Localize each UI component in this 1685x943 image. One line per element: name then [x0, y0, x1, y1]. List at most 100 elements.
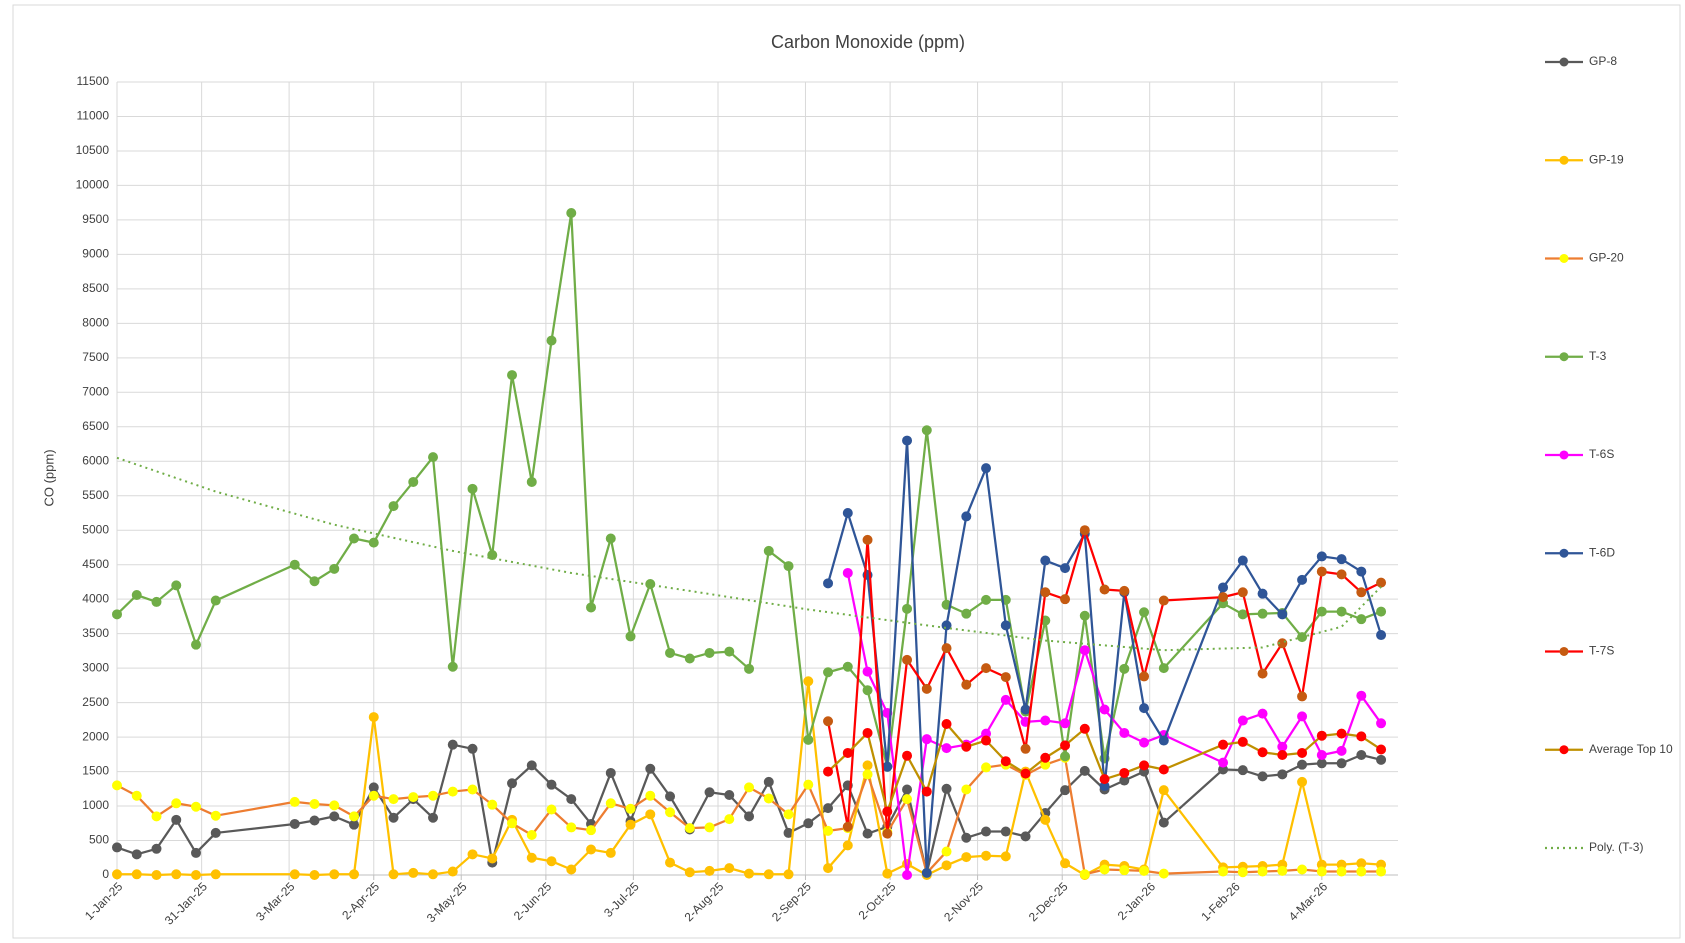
y-tick-label: 5000 [82, 522, 109, 536]
data-point [1356, 614, 1367, 625]
data-point [368, 790, 379, 801]
data-point [921, 734, 932, 745]
data-point [862, 769, 873, 780]
y-tick-label: 1000 [82, 798, 109, 812]
data-point [1020, 768, 1031, 779]
data-point [586, 602, 597, 613]
data-point [1316, 606, 1327, 617]
data-point [388, 869, 399, 880]
data-point [1099, 704, 1110, 715]
data-point [1356, 566, 1367, 577]
data-point [1079, 723, 1090, 734]
data-point [1020, 831, 1031, 842]
data-point [112, 842, 122, 853]
data-point [309, 576, 320, 587]
data-point [921, 683, 932, 694]
data-point [447, 866, 458, 877]
data-point [566, 208, 577, 219]
data-point [546, 856, 557, 867]
data-point [823, 578, 834, 589]
chart-border [12, 4, 1681, 939]
data-point [1218, 757, 1229, 768]
data-point [1158, 663, 1169, 674]
data-point [1119, 865, 1130, 876]
data-point [151, 811, 162, 822]
data-point [467, 483, 478, 494]
data-point [428, 869, 439, 880]
data-point [862, 828, 873, 839]
data-point [941, 620, 952, 631]
y-tick-label: 6500 [82, 419, 109, 433]
data-point [1060, 594, 1071, 605]
data-point [1040, 587, 1051, 598]
data-point [507, 818, 518, 829]
y-tick-label: 500 [89, 833, 109, 847]
data-point [1079, 610, 1090, 621]
data-point [823, 803, 834, 814]
data-point [1000, 851, 1011, 862]
data-point [961, 784, 972, 795]
data-point [171, 814, 182, 825]
data-point [902, 750, 913, 761]
legend-label: GP-8 [1589, 54, 1617, 68]
y-tick-label: 5500 [82, 488, 109, 502]
data-point [1079, 765, 1090, 776]
data-point [309, 870, 320, 880]
data-point [783, 869, 794, 880]
data-point [1316, 730, 1327, 741]
data-point [1356, 750, 1367, 761]
y-tick-label: 4000 [82, 591, 109, 605]
data-point [941, 783, 952, 794]
data-point [408, 476, 419, 487]
data-point [684, 823, 695, 834]
data-point [1297, 574, 1308, 585]
data-point [1336, 606, 1347, 617]
data-point [112, 869, 122, 880]
data-point [566, 822, 577, 833]
data-point [1139, 865, 1150, 876]
data-point [1376, 754, 1387, 765]
data-point [467, 743, 478, 754]
data-point [1139, 737, 1150, 748]
data-point [744, 868, 755, 879]
legend-marker [1559, 352, 1569, 362]
data-point [191, 639, 202, 650]
data-point [447, 786, 458, 797]
data-point [1297, 759, 1308, 770]
data-point [131, 849, 142, 860]
data-point [645, 790, 656, 801]
data-point [842, 661, 853, 672]
y-tick-label: 3000 [82, 660, 109, 674]
data-point [941, 743, 952, 754]
y-tick-label: 2000 [82, 729, 109, 743]
data-point [1218, 739, 1229, 750]
legend-marker [1559, 745, 1569, 755]
data-point [941, 846, 952, 857]
data-point [981, 735, 992, 746]
series-line [117, 680, 1382, 877]
y-tick-label: 10000 [76, 178, 110, 192]
data-point [349, 869, 360, 880]
data-point [704, 647, 715, 658]
legend-label: T-6D [1589, 545, 1615, 559]
series-line [116, 456, 1382, 652]
data-point [823, 766, 834, 777]
data-point [665, 791, 676, 802]
data-point [546, 335, 557, 346]
data-point [349, 533, 360, 544]
data-point [783, 809, 794, 820]
data-point [763, 793, 774, 804]
data-point [823, 667, 834, 678]
data-point [151, 870, 162, 880]
data-point [1297, 747, 1308, 758]
data-point [803, 779, 814, 790]
data-point [586, 844, 597, 855]
data-point [1277, 769, 1288, 780]
data-point [526, 830, 537, 841]
data-point [744, 811, 755, 822]
data-point [467, 784, 478, 795]
data-point [941, 860, 952, 871]
data-point [882, 761, 893, 772]
data-point [1356, 690, 1367, 701]
data-point [1079, 645, 1090, 656]
